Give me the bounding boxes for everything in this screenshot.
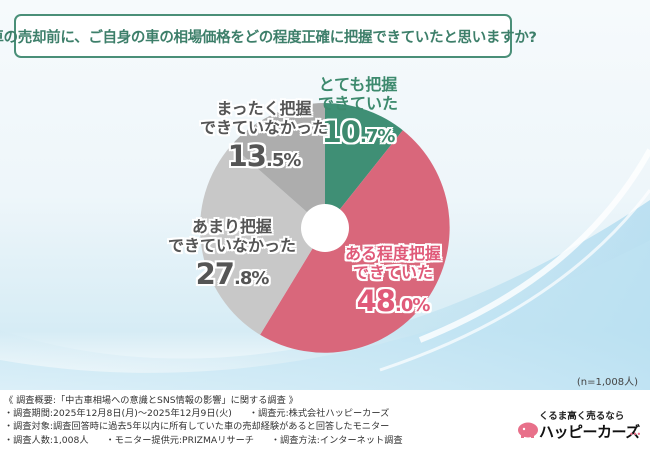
survey-method: ・調査方法:インターネット調査 bbox=[270, 434, 403, 446]
survey-row-3: ・調査人数:1,008人 ・モニター提供元:PRIZMAリサーチ ・調査方法:イ… bbox=[4, 434, 403, 447]
happy-cars-logo: くるま高く売るなら ハッピーカーズ ••• bbox=[517, 408, 647, 448]
label-not-much-pct: 27.8% bbox=[195, 256, 270, 291]
label-somewhat-line1: ある程度把握 bbox=[345, 244, 442, 263]
slice-not-at-all bbox=[231, 103, 325, 228]
label-very-well-line2: できていた bbox=[318, 93, 399, 113]
pig-mascot-icon bbox=[518, 422, 538, 438]
logo-brand-name: ハッピーカーズ bbox=[539, 423, 640, 441]
survey-panel: ・モニター提供元:PRIZMAリサーチ bbox=[105, 434, 254, 446]
label-not-much-line1: あまり把握 bbox=[192, 217, 273, 236]
survey-period: ・調査期間:2025年12月8日(月)～2025年12月9日(火) bbox=[4, 408, 232, 420]
question-title: 車の売却前に、ご自身の車の相場価格をどの程度正確に把握できていたと思いますか? bbox=[0, 29, 537, 46]
survey-organizer: ・調査元:株式会社ハッピーカーズ bbox=[248, 408, 390, 420]
survey-overview: 《 調査概要:「中古車相場への意識とSNS情報の影響」に関する調査 》 ・調査期… bbox=[4, 394, 403, 447]
logo-dots: ••• bbox=[629, 430, 641, 439]
survey-target: ・調査対象:調査回答時に過去5年以内に所有していた車の売却経験があると回答したモ… bbox=[4, 421, 390, 433]
label-very-well: とても把握 できていた 10.7% bbox=[318, 75, 399, 149]
label-somewhat-line2: できていた bbox=[353, 262, 434, 282]
label-somewhat-pct: 48.0% bbox=[356, 283, 431, 318]
label-very-well-pct: 10.7% bbox=[321, 114, 396, 149]
slice-somewhat bbox=[260, 130, 450, 353]
slice-not-much bbox=[200, 145, 325, 335]
label-not-much: あまり把握 できていなかった 27.8% bbox=[168, 217, 297, 291]
survey-row-1: ・調査期間:2025年12月8日(月)～2025年12月9日(火) ・調査元:株… bbox=[4, 407, 403, 420]
question-title-box: 車の売却前に、ご自身の車の相場価格をどの程度正確に把握できていたと思いますか? bbox=[0, 14, 537, 58]
survey-heading: 《 調査概要:「中古車相場への意識とSNS情報の影響」に関する調査 》 bbox=[4, 395, 298, 406]
label-somewhat: ある程度把握 できていた 48.0% bbox=[345, 244, 442, 318]
label-not-at-all-pct: 13.5% bbox=[227, 138, 302, 173]
label-not-at-all-line1: まったく把握 bbox=[216, 99, 312, 118]
label-not-at-all: まったく把握 できていなかった 13.5% bbox=[200, 99, 329, 173]
sample-size-note: (n=1,008人) bbox=[576, 377, 638, 388]
label-very-well-line1: とても把握 bbox=[318, 75, 398, 94]
label-not-at-all-line2: できていなかった bbox=[200, 117, 329, 137]
logo-tagline: くるま高く売るなら bbox=[539, 411, 625, 422]
donut-hole bbox=[301, 204, 349, 252]
slice-very-well bbox=[325, 103, 403, 228]
survey-respondents: ・調査人数:1,008人 bbox=[4, 434, 89, 446]
label-not-much-line2: できていなかった bbox=[168, 235, 297, 255]
